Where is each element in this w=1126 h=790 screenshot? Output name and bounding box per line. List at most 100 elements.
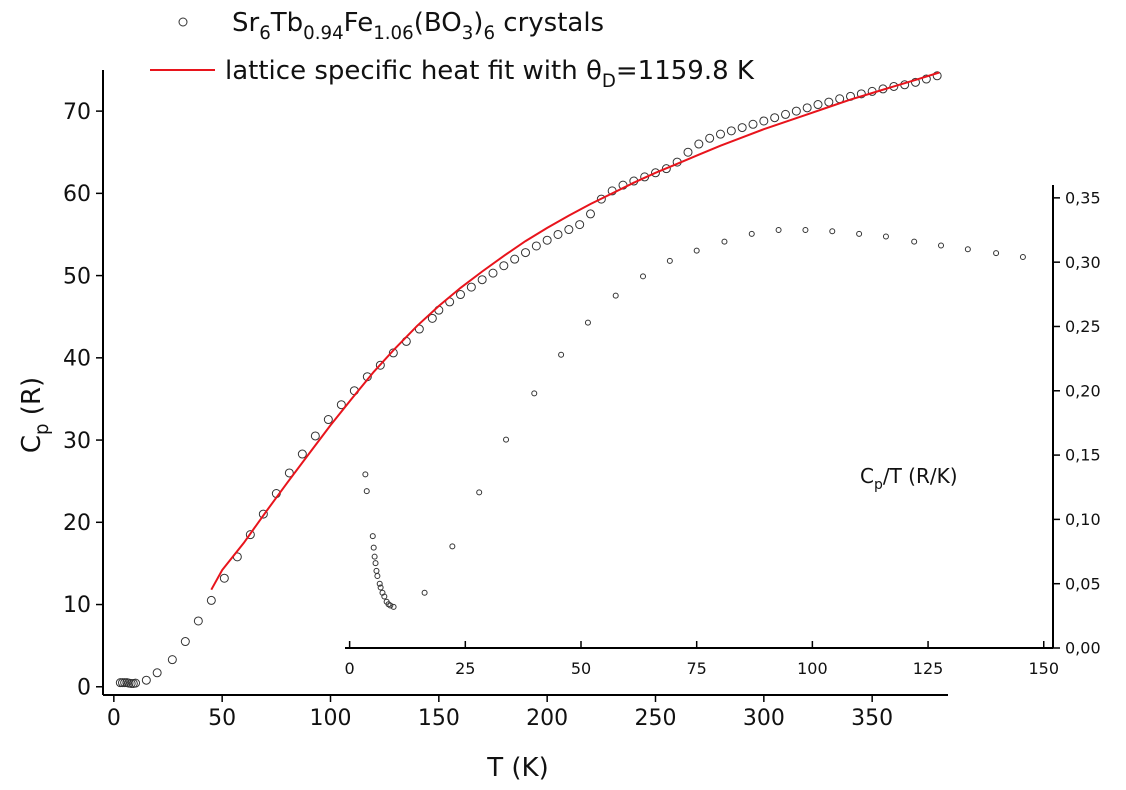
- data-point: [381, 593, 388, 600]
- y-tick-label: 10: [63, 593, 91, 618]
- y-tick-label: 70: [63, 100, 91, 125]
- legend-marker: [178, 17, 188, 27]
- x-tick-label: 50: [571, 659, 591, 678]
- data-point: [363, 488, 370, 495]
- data-point: [640, 273, 647, 280]
- data-point: [456, 290, 465, 300]
- data-point: [759, 116, 769, 126]
- data-point: [120, 678, 130, 688]
- y-tick-label: 0,15: [1065, 446, 1101, 465]
- text-part: D: [602, 71, 616, 92]
- text-part: C: [17, 435, 47, 453]
- y-tick-label: 0,25: [1065, 317, 1101, 336]
- data-point: [374, 572, 381, 579]
- data-point: [666, 257, 673, 264]
- y-tick-label: 0,35: [1065, 188, 1101, 207]
- text-part: crystals: [495, 8, 604, 38]
- data-point: [531, 390, 538, 397]
- x-tick-label: 150: [1028, 659, 1059, 678]
- y-tick-label: 0,00: [1065, 639, 1101, 658]
- data-point: [510, 254, 520, 264]
- legend-label: lattice specific heat fit with θD=1159.8…: [225, 56, 755, 92]
- text-part: (R): [17, 377, 47, 424]
- data-point: [683, 147, 693, 157]
- x-tick-label: 300: [743, 706, 785, 731]
- data-point: [336, 400, 346, 410]
- data-point: [932, 71, 942, 81]
- y-tick-label: 0,30: [1065, 253, 1101, 272]
- data-point: [781, 109, 790, 119]
- data-point: [938, 242, 945, 249]
- data-point: [921, 74, 931, 84]
- data-point: [651, 168, 660, 178]
- data-point: [258, 509, 268, 519]
- text-part: 1.06: [373, 23, 414, 44]
- x-tick-label: 350: [851, 706, 893, 731]
- data-point: [152, 668, 162, 678]
- data-point: [661, 164, 671, 174]
- x-tick-label: 250: [635, 706, 677, 731]
- data-point: [466, 282, 476, 292]
- data-point: [694, 139, 704, 149]
- y-tick-label: 60: [63, 182, 91, 207]
- x-tick-label: 75: [687, 659, 707, 678]
- data-point: [737, 123, 747, 133]
- x-tick-label: 25: [455, 659, 475, 678]
- data-point: [542, 235, 552, 245]
- y-tick-label: 0,10: [1065, 510, 1101, 529]
- text-part: p: [32, 423, 53, 435]
- text-part: lattice specific heat fit with θ: [225, 56, 602, 86]
- data-point: [141, 675, 151, 685]
- data-point: [219, 573, 229, 583]
- data-point: [558, 351, 565, 358]
- text-part: 6: [483, 23, 495, 44]
- y-tick-label: 40: [63, 347, 91, 372]
- data-point: [889, 81, 899, 91]
- data-point: [856, 230, 863, 237]
- text-part: Sr: [232, 8, 260, 38]
- data-point: [705, 133, 715, 143]
- data-point: [964, 246, 971, 253]
- data-point: [488, 268, 498, 278]
- text-part: (BO: [414, 8, 462, 38]
- data-point: [477, 275, 487, 285]
- data-point: [373, 567, 380, 574]
- data-point: [449, 543, 456, 550]
- x-tick-label: 50: [208, 706, 236, 731]
- data-point: [575, 220, 585, 230]
- data-point: [813, 100, 823, 110]
- y-tick-label: 50: [63, 264, 91, 289]
- text-part: 6: [259, 23, 271, 44]
- x-tick-label: 125: [913, 659, 944, 678]
- y-axis-title: Cp (R): [17, 377, 53, 453]
- data-point: [726, 126, 736, 136]
- data-point: [911, 77, 920, 87]
- data-point: [131, 678, 140, 688]
- data-point: [1019, 254, 1026, 261]
- x-axis-title: T (K): [486, 753, 548, 783]
- data-point: [693, 247, 700, 254]
- data-point: [612, 292, 619, 299]
- data-point: [775, 227, 782, 234]
- data-point: [829, 228, 836, 235]
- fit-line: [210, 71, 940, 591]
- data-point: [167, 655, 177, 665]
- data-point: [390, 603, 397, 610]
- data-point: [499, 261, 509, 271]
- data-point: [476, 489, 483, 496]
- data-point: [376, 580, 383, 587]
- x-tick-label: 200: [526, 706, 568, 731]
- data-point: [193, 616, 203, 626]
- text-part: 3: [462, 23, 474, 44]
- data-point: [421, 589, 428, 596]
- data-point: [377, 584, 384, 591]
- data-point: [802, 103, 812, 113]
- data-point: [584, 319, 591, 326]
- data-point: [297, 449, 307, 459]
- text-part: /T (R/K): [883, 464, 958, 488]
- x-tick-label: 0: [107, 706, 121, 731]
- y-tick-label: 20: [63, 511, 91, 536]
- x-tick-label: 0: [345, 659, 355, 678]
- y-tick-label: 30: [63, 429, 91, 454]
